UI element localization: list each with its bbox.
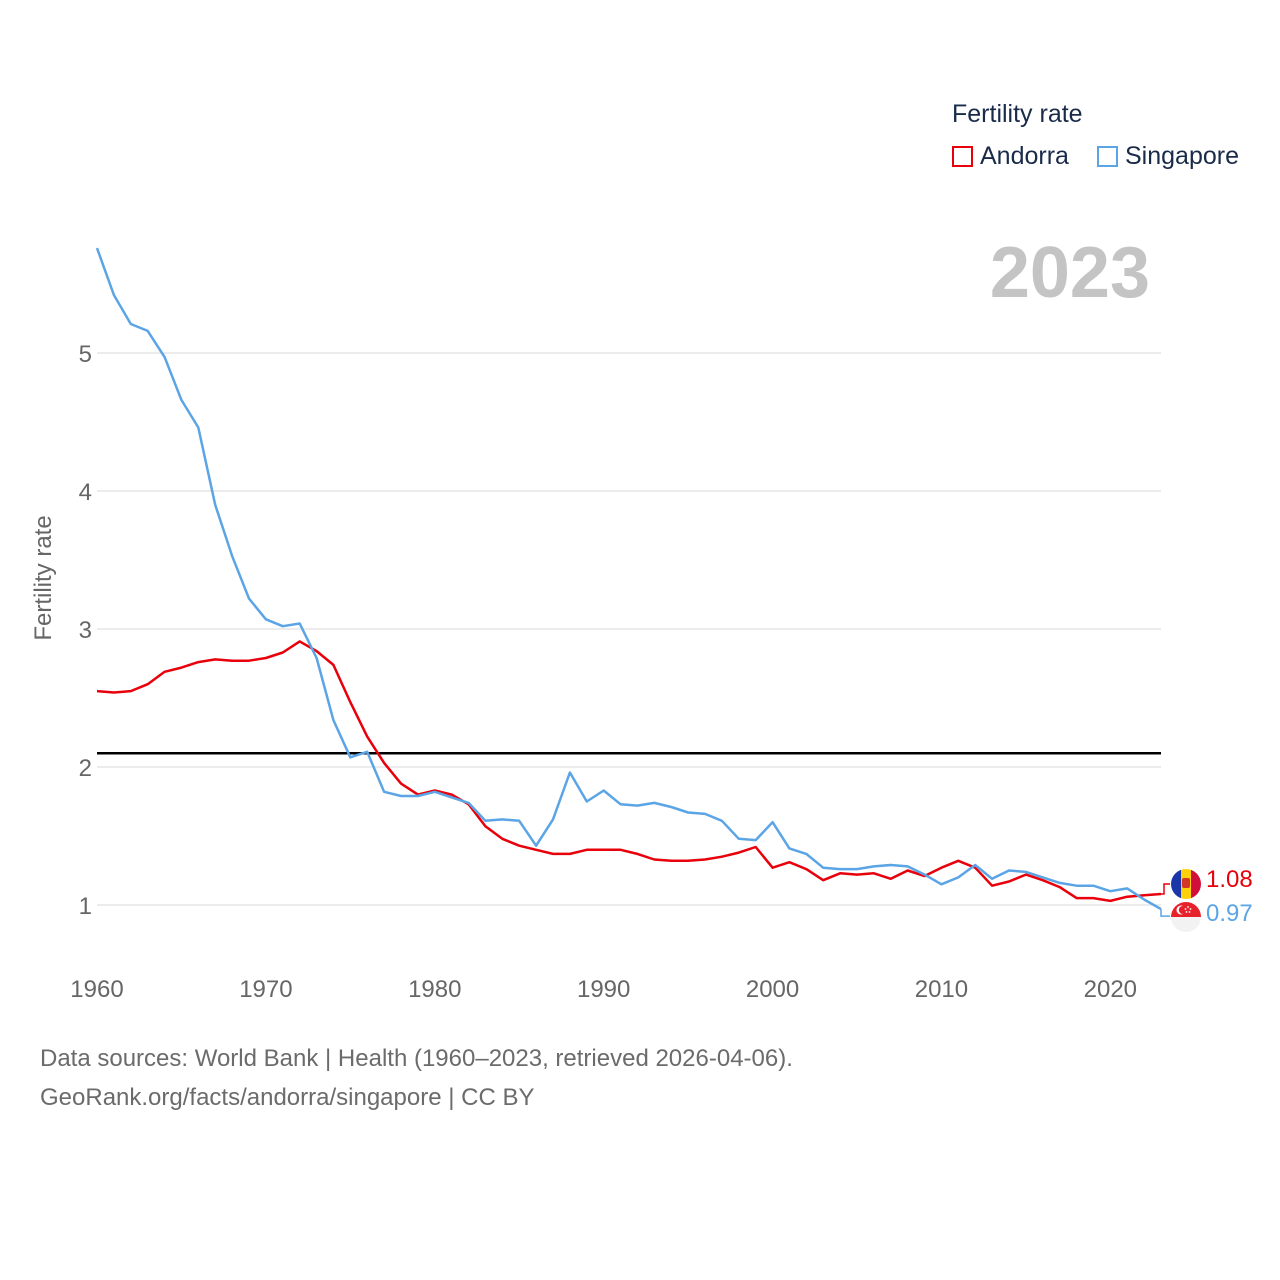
source-line-1: Data sources: World Bank | Health (1960–… (40, 1045, 793, 1072)
x-axis-ticks: 1960 1970 1980 1990 2000 2010 2020 (70, 976, 1137, 1003)
legend-label-andorra: Andorra (980, 142, 1069, 170)
y-tick-label: 1 (79, 893, 92, 920)
x-tick-label: 2000 (746, 976, 799, 1003)
connector-andorra (1161, 883, 1170, 895)
y-tick-label: 3 (79, 617, 92, 644)
grid-lines (97, 352, 1161, 906)
x-tick-label: 1970 (239, 976, 292, 1003)
series-lines (95, 247, 1162, 911)
x-tick-label: 1980 (408, 976, 461, 1003)
x-tick-label: 1990 (577, 976, 630, 1003)
end-value-andorra: 1.08 (1206, 866, 1253, 893)
y-axis-label: Fertility rate (30, 515, 57, 640)
singapore-flag-icon (1171, 902, 1201, 932)
legend-swatch-singapore (1097, 146, 1118, 167)
series-line-andorra (96, 640, 1162, 903)
legend-item-singapore[interactable]: Singapore (1097, 142, 1239, 171)
connector-singapore (1160, 909, 1170, 917)
source-line-2: GeoRank.org/facts/andorra/singapore | CC… (40, 1084, 535, 1111)
year-label: 2023 (989, 233, 1150, 313)
x-tick-label: 2010 (915, 976, 968, 1003)
y-tick-label: 2 (79, 755, 92, 782)
y-tick-label: 4 (79, 479, 92, 506)
legend-item-andorra[interactable]: Andorra (952, 142, 1069, 171)
y-tick-label: 5 (79, 341, 92, 368)
legend-swatch-andorra (952, 146, 973, 167)
y-axis-ticks: 1 2 3 4 5 (79, 341, 92, 920)
legend-title: Fertility rate (952, 100, 1083, 128)
x-tick-label: 2020 (1084, 976, 1137, 1003)
legend-label-singapore: Singapore (1125, 142, 1239, 170)
andorra-flag-icon (1171, 869, 1201, 899)
end-value-singapore: 0.97 (1206, 900, 1253, 927)
x-tick-label: 1960 (70, 976, 123, 1003)
end-connectors (1160, 883, 1170, 917)
series-line-singapore (95, 247, 1162, 911)
